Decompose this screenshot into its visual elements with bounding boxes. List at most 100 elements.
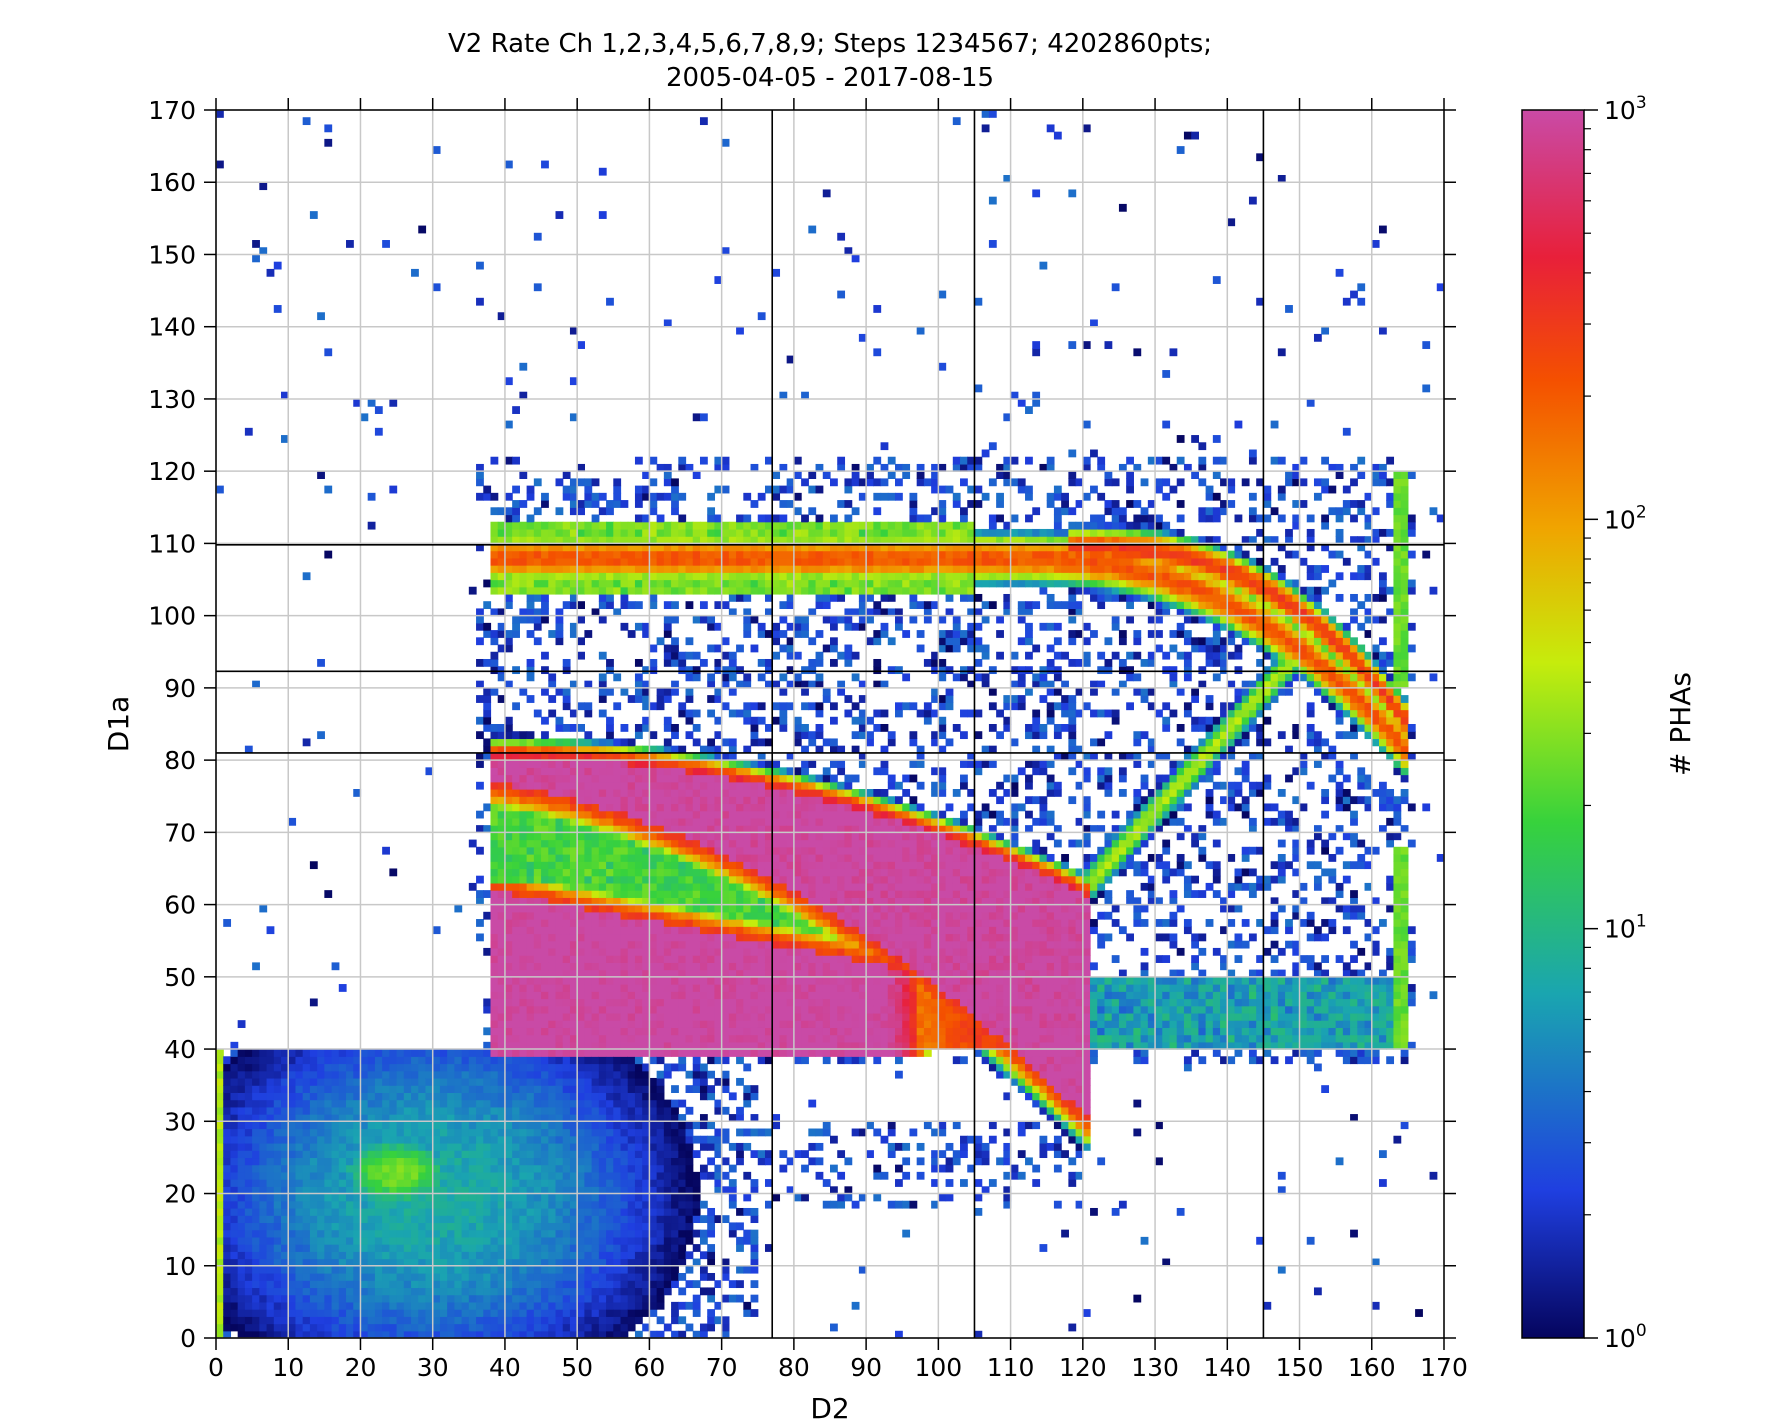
heatmap-cell <box>598 1186 607 1195</box>
heatmap-cell <box>541 1056 549 1065</box>
heatmap-cell <box>598 940 607 949</box>
heatmap-cell <box>562 1287 571 1296</box>
heatmap-cell <box>512 1128 520 1137</box>
heatmap-cell <box>252 1179 260 1187</box>
heatmap-cell <box>692 579 701 588</box>
heatmap-cell <box>403 1236 412 1245</box>
heatmap-cell <box>461 1309 470 1317</box>
heatmap-cell <box>692 1171 701 1180</box>
heatmap-cell <box>266 1077 275 1086</box>
heatmap-cell <box>338 1171 347 1180</box>
heatmap-cell <box>389 1280 398 1289</box>
heatmap-cell <box>649 926 658 935</box>
heatmap-cell <box>555 528 564 537</box>
heatmap-cell <box>512 1236 520 1245</box>
heatmap-cell <box>374 1236 383 1245</box>
heatmap-cell <box>707 817 716 826</box>
heatmap-cell <box>252 1207 260 1216</box>
heatmap-cell <box>490 774 499 783</box>
heatmap-cell <box>699 984 708 992</box>
heatmap-cell <box>230 1294 239 1303</box>
heatmap-cell <box>483 1186 492 1195</box>
heatmap-cell <box>714 991 723 1000</box>
heatmap-cell <box>555 716 564 725</box>
heatmap-cell <box>620 760 629 768</box>
heatmap-cell <box>382 1244 390 1252</box>
heatmap-cell <box>439 1193 448 1202</box>
heatmap-cell <box>331 1236 340 1245</box>
heatmap-cell <box>678 1135 687 1144</box>
heatmap-cell <box>230 1309 239 1317</box>
heatmap-cell <box>295 1150 304 1159</box>
heatmap-cell <box>230 1092 239 1101</box>
heatmap-cell <box>598 492 607 501</box>
heatmap-cell <box>389 1244 398 1252</box>
heatmap-cell <box>533 846 542 855</box>
heatmap-cell <box>230 1222 239 1231</box>
heatmap-cell <box>577 528 585 537</box>
heatmap-cell <box>613 572 622 581</box>
heatmap-cell <box>591 1251 600 1260</box>
heatmap-cell <box>483 1251 492 1260</box>
heatmap-cell <box>642 1063 651 1072</box>
heatmap-cell <box>562 969 571 978</box>
heatmap-cell <box>598 167 607 176</box>
heatmap-cell <box>736 1056 744 1065</box>
heatmap-cell <box>678 969 687 978</box>
heatmap-cell <box>302 1229 311 1238</box>
heatmap-cell <box>548 1157 557 1166</box>
heatmap-cell <box>584 1280 593 1289</box>
heatmap-cell <box>656 875 665 884</box>
heatmap-cell <box>476 1287 484 1296</box>
heatmap-cell <box>468 1330 477 1338</box>
heatmap-cell <box>512 1265 520 1274</box>
heatmap-cell <box>266 1099 275 1108</box>
heatmap-cell <box>519 1164 528 1173</box>
heatmap-cell <box>620 882 629 891</box>
heatmap-cell <box>288 1265 297 1274</box>
heatmap-cell <box>548 875 557 884</box>
heatmap-cell <box>548 1142 557 1151</box>
heatmap-cell <box>569 1041 578 1050</box>
heatmap-cell <box>324 1171 333 1180</box>
heatmap-cell <box>541 919 549 927</box>
heatmap-cell <box>281 1287 289 1296</box>
heatmap-cell <box>519 1222 528 1231</box>
heatmap-cell <box>584 1272 593 1281</box>
heatmap-cell <box>548 1106 557 1115</box>
heatmap-cell <box>620 1330 629 1338</box>
heatmap-cell <box>476 897 484 906</box>
heatmap-cell <box>490 868 499 877</box>
heatmap-cell <box>512 666 520 675</box>
heatmap-cell <box>606 1070 614 1079</box>
heatmap-cell <box>671 1150 679 1159</box>
heatmap-cell <box>223 1063 232 1072</box>
heatmap-cell <box>230 1070 239 1079</box>
heatmap-cell <box>736 1150 744 1159</box>
heatmap-cell <box>671 789 679 797</box>
heatmap-cell <box>627 875 636 884</box>
heatmap-cell <box>288 1222 297 1231</box>
heatmap-cell <box>461 1106 470 1115</box>
heatmap-cell <box>671 1157 679 1166</box>
heatmap-cell <box>569 1020 578 1028</box>
heatmap-cell <box>309 1258 318 1267</box>
heatmap-cell <box>591 1049 600 1057</box>
heatmap-cell <box>504 550 513 559</box>
heatmap-cell <box>519 586 528 595</box>
heatmap-cell <box>273 1265 282 1274</box>
heatmap-cell <box>584 1027 593 1036</box>
heatmap-cell <box>389 1121 398 1130</box>
heatmap-cell <box>598 1020 607 1028</box>
heatmap-cell <box>519 1251 528 1260</box>
heatmap-cell <box>476 810 484 819</box>
heatmap-cell <box>634 1114 643 1122</box>
heatmap-cell <box>490 724 499 732</box>
heatmap-cell <box>634 890 643 898</box>
heatmap-cell <box>707 947 716 956</box>
heatmap-cell <box>533 882 542 891</box>
heatmap-cell <box>468 1258 477 1267</box>
heatmap-cell <box>483 724 492 732</box>
heatmap-cell <box>425 1301 434 1310</box>
heatmap-cell <box>649 1150 658 1159</box>
